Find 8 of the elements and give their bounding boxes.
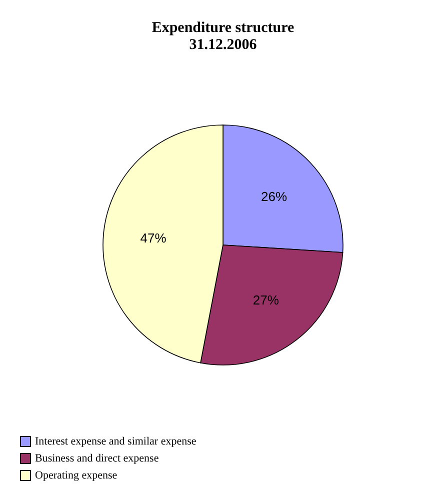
legend-label: Operating expense <box>35 470 118 482</box>
data-label: 47% <box>140 230 167 246</box>
data-label: 26% <box>261 189 288 204</box>
data-label: 27% <box>252 292 280 308</box>
legend-label: Business and direct expense <box>35 452 159 464</box>
text: Expenditure structure <box>152 20 294 36</box>
legend-label: Interest expense and similar expense <box>35 436 196 448</box>
text: 31.12.2006 <box>189 37 257 53</box>
